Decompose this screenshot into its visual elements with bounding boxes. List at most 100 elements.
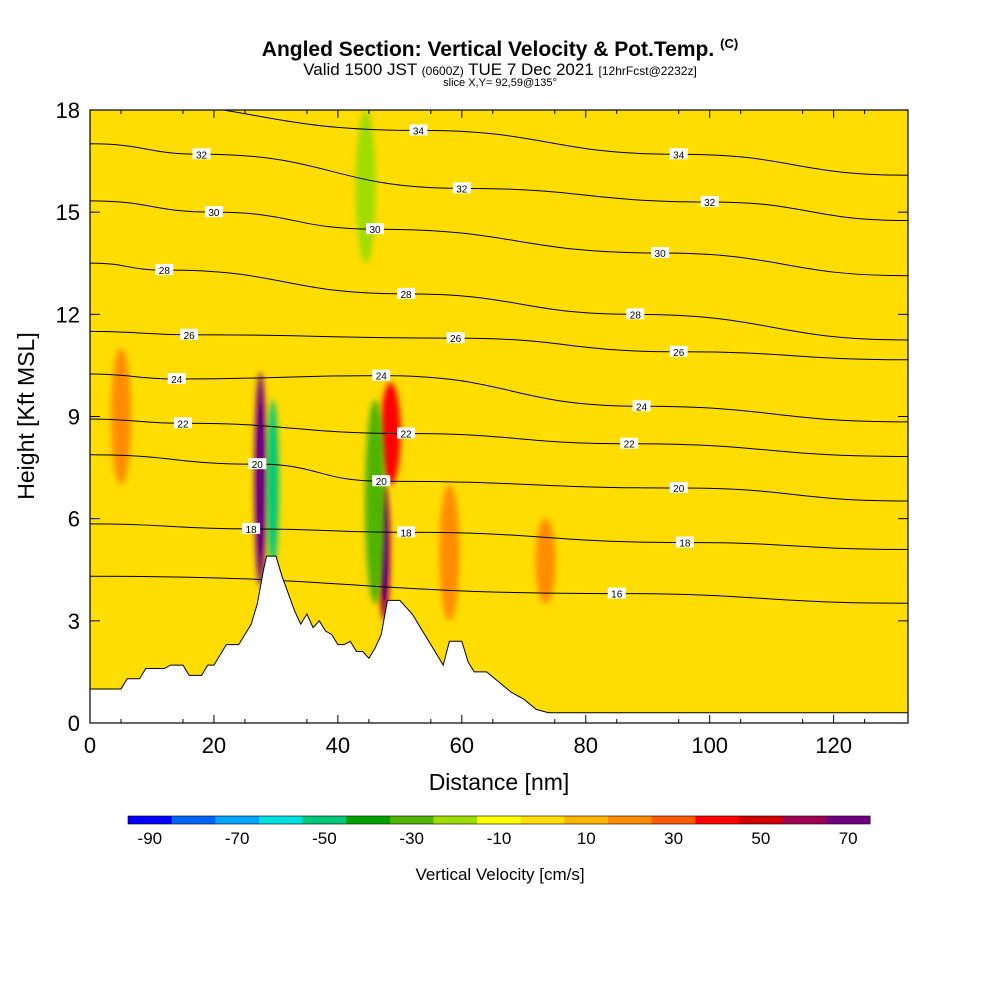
velocity-feature-1 [266,399,279,570]
title-mark: (C) [720,36,739,51]
isentrope-label: 28 [159,266,171,277]
isentrope-label: 30 [208,208,220,219]
y-tick-label: 15 [56,200,80,225]
isentrope-label-box [700,195,719,207]
isentrope-label: 30 [655,249,667,260]
isentrope-label-box [632,400,651,412]
y-tick-label: 18 [56,98,80,123]
isentrope-label-box [607,587,626,599]
colorbar-tick-label: 30 [664,829,683,848]
isentrope-label: 22 [400,430,412,441]
colorbar-swatch [433,816,478,824]
colorbar-tick-label: 50 [751,829,770,848]
colorbar-swatch [477,816,522,824]
isentrope-label: 26 [184,331,196,342]
x-tick-label: 40 [326,733,350,758]
isentrope-label: 24 [376,372,388,383]
isentrope-label-box [192,148,211,160]
colorbar-swatch [695,816,740,824]
colorbar-swatch [520,816,565,824]
velocity-feature-6 [110,348,131,485]
colorbar-swatch [826,816,871,824]
colorbar-swatch [258,816,304,824]
isentrope-label-box [651,247,670,259]
x-tick-label: 60 [450,733,474,758]
valid-prefix: Valid 1500 JST [303,60,417,79]
isentrope-label-box [620,437,639,449]
colorbar-swatch [346,816,391,824]
isentrope-label: 28 [630,310,642,321]
velocity-feature-8 [535,518,556,604]
isentrope-30 [90,200,908,277]
velocity-feature-7 [439,484,460,621]
velocity-feature-4 [365,399,386,604]
isentrope-label: 20 [673,484,685,495]
isentrope-label: 18 [246,525,258,536]
isentrope-label-box [180,328,199,340]
y-tick-label: 9 [68,405,80,430]
colorbar-swatch [608,816,653,824]
velocity-feature-5 [355,110,376,264]
isentrope-label: 34 [413,126,425,137]
isentrope-label-box [669,148,688,160]
isentrope-label-box [446,332,465,344]
colorbar-tick-label: 10 [577,829,596,848]
x-tick-label: 100 [691,733,728,758]
isentrope-16 [90,575,908,604]
isentrope-label: 18 [400,528,412,539]
x-axis-label: Distance [nm] [429,769,570,795]
colorbar-swatch [389,816,435,824]
y-tick-label: 3 [68,609,80,634]
isentrope-label-box [669,482,688,494]
isentrope-label-box [626,308,645,320]
y-tick-label: 6 [68,507,80,532]
valid-date: TUE 7 Dec 2021 [468,60,594,79]
y-tick-label: 12 [56,302,80,327]
colorbar-swatch [302,816,347,824]
isentrope-label-box [366,223,385,235]
velocity-core-0 [257,404,264,555]
isentrope-label-box [167,373,186,385]
valid-zulu: (0600Z) [421,64,464,78]
colorbar-label: Vertical Velocity [cm/s] [415,865,585,884]
isentrope-label-box [372,369,391,381]
chart-title: Angled Section: Vertical Velocity & Pot.… [0,36,1000,62]
isentrope-label-box [155,264,174,276]
isentrope-label: 24 [636,402,648,413]
colorbar-tick-label: -10 [487,829,512,848]
x-tick-label: 20 [202,733,226,758]
isentrope-label: 32 [456,184,468,195]
x-tick-label: 120 [815,733,852,758]
isentrope-label-box [248,458,267,470]
y-axis-label: Height [Kft MSL] [13,332,39,499]
isentrope-label: 26 [673,348,685,359]
isentrope-label-box [173,417,192,429]
colorbar: -90 -70 -50 -30 -10 10 30 50 70 [127,815,871,848]
isentrope-label: 26 [450,334,462,345]
isentrope-label: 24 [171,375,183,386]
isentrope-label-box [397,427,416,439]
isentrope-label: 22 [177,419,189,430]
colorbar-tick-label: -30 [399,829,424,848]
colorbar-frame [127,815,871,825]
isentrope-label: 22 [624,440,636,451]
colorbar-tick-label: -90 [138,829,163,848]
isentrope-label-box [397,526,416,538]
axes: 0 20 40 60 80 100 120 0 3 6 9 12 15 18 [56,98,908,758]
isentrope-34 [220,110,908,176]
isentrope-label: 16 [611,590,623,601]
isentrope-label-box [397,287,416,299]
isentrope-label: 28 [400,290,412,301]
isentrope-18 [90,523,908,551]
y-tick-label: 0 [68,711,80,736]
isentrope-label: 32 [196,150,208,161]
isentrope-label-box [452,182,471,194]
chart-title-text: Angled Section: Vertical Velocity & Pot.… [261,38,715,61]
forecast-info: [12hrFcst@2232z] [598,64,697,78]
isentrope-label: 30 [369,225,381,236]
colorbar-swatch [564,816,609,824]
colorbar-tick-label: 70 [839,829,858,848]
plot-background [90,110,908,723]
isentrope-label: 20 [252,460,264,471]
